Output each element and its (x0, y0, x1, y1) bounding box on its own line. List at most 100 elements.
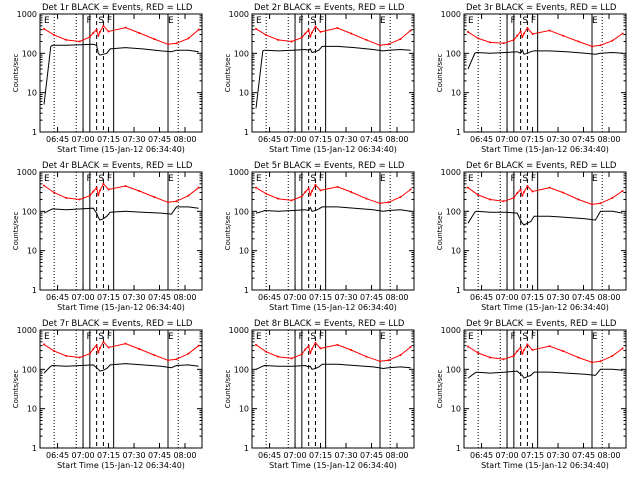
panel-8-x-tick-label: 07:00 (284, 451, 307, 460)
panel-5-series-lld-line (255, 184, 411, 204)
panel-8-series-lld-point (336, 343, 339, 346)
panel-6-series-lld-point (477, 194, 480, 197)
panel-5-series-lld-point (365, 197, 368, 200)
panel-5-series-lld-point (350, 191, 353, 194)
panel-3-y-axis-label: Counts/sec (436, 54, 444, 93)
panel-6-marker-label: E (592, 174, 598, 184)
panel-7-series-lld-point (175, 358, 178, 361)
panel-9-series-lld-point (611, 354, 614, 357)
panel-4-x-tick-label: 07:30 (122, 293, 145, 302)
panel-1-series-events-line (43, 43, 199, 105)
panel-5-series-lld-point (307, 187, 310, 190)
panel-6-x-tick-label: 06:45 (470, 293, 493, 302)
panel-7-x-tick-label: 07:15 (97, 451, 120, 460)
panel-4-series-lld-point (95, 186, 98, 189)
panel-8-series-lld-point (311, 347, 314, 350)
panel-5-series-events-line (255, 206, 411, 214)
panel-7-y-tick-label: 1000 (17, 326, 37, 335)
panel-6-series-lld-point (516, 192, 519, 195)
panel-3-x-tick-label: 08:00 (597, 135, 620, 144)
panel-4-series-lld-point (187, 194, 190, 197)
panel-3-x-tick-label: 07:30 (546, 135, 569, 144)
panel-1-series-lld-point (97, 34, 100, 37)
panel-6-y-axis-label: Counts/sec (436, 212, 444, 251)
panel-3-marker-label: F (510, 16, 515, 26)
panel-4: Det 4r BLACK = Events, RED = LLD 1 10 100 10… (12, 161, 203, 312)
panel-6-series-lld-point (577, 198, 580, 201)
panel-1-x-tick-label: 07:15 (97, 135, 120, 144)
panel-8-x-tick-label: 07:30 (334, 451, 357, 460)
panel-3-series-lld-point (477, 37, 480, 40)
panel-4-series-events-line (43, 206, 199, 221)
panel-5-series-lld-point (319, 189, 322, 192)
panel-7-series-lld-point (167, 359, 170, 362)
panel-4-series-lld-point (65, 196, 68, 199)
panel-2: Det 2r BLACK = Events, RED = LLD 1 10 100 10… (224, 3, 415, 154)
panel-6-series-lld-point (512, 196, 515, 199)
panel-9-marker-label: E (468, 332, 474, 342)
panel-9-series-lld-point (526, 343, 529, 346)
panel-4-frame (39, 171, 203, 291)
panel-7-series-lld-point (53, 350, 56, 353)
panel-7-y-tick-label: 100 (22, 365, 37, 374)
panel-2-series-lld-point (379, 44, 382, 47)
panel-2-series-lld-point (399, 38, 402, 41)
panel-8-series-lld-point (300, 353, 303, 356)
panel-7: Det 7r BLACK = Events, RED = LLD 1 10 100 10… (12, 319, 203, 470)
panel-7-y-tick-label: 10 (27, 405, 37, 414)
panel-8-x-tick-label: 08:00 (385, 451, 408, 460)
panel-8-series-lld-point (365, 355, 368, 358)
panel-4-series-lld-point (78, 198, 81, 201)
panel-5-x-tick-label: 07:45 (360, 293, 383, 302)
panel-2-title: Det 2r BLACK = Events, RED = LLD (254, 3, 405, 13)
panel-8-series-lld-point (399, 354, 402, 357)
panel-3-series-lld-point (548, 29, 551, 32)
panel-8-title: Det 8r BLACK = Events, RED = LLD (254, 319, 405, 329)
panel-8-y-tick-label: 1000 (229, 326, 249, 335)
panel-1-marker-label: E (44, 16, 50, 26)
panel-4-series-lld-point (88, 194, 91, 197)
panel-5-series-lld-point (311, 189, 314, 192)
panel-5-y-tick-label: 1 (244, 286, 249, 295)
panel-9-x-tick-label: 07:00 (496, 451, 519, 460)
panel-2-series-lld-line (255, 25, 411, 46)
panel-8-series-events-line (255, 363, 411, 370)
panel-7-marker-label: E (44, 332, 50, 342)
panel-2-y-tick-label: 10 (239, 89, 249, 98)
panel-7-x-tick-label: 07:00 (72, 451, 95, 460)
panel-5-series-lld-point (309, 194, 312, 197)
panel-5-y-tick-label: 100 (234, 207, 249, 216)
panel-4-series-lld-point (175, 200, 178, 203)
panel-6-series-lld-point (523, 191, 526, 194)
panel-2-series-lld-point (319, 30, 322, 33)
panel-1-y-tick-label: 10 (27, 89, 37, 98)
panel-4-x-axis-label: Start Time (15-Jan-12 06:34:40) (57, 303, 185, 312)
panel-5-x-tick-label: 08:00 (385, 293, 408, 302)
panel-7-title: Det 7r BLACK = Events, RED = LLD (42, 319, 193, 329)
panel-7-series-lld-point (95, 344, 98, 347)
panel-5-x-tick-label: 07:00 (284, 293, 307, 302)
panel-1-x-axis-label: Start Time (15-Jan-12 06:34:40) (57, 145, 185, 154)
panel-9-series-lld-point (502, 358, 505, 361)
panel-4-series-lld-line (43, 182, 199, 203)
panel-3-series-lld-point (562, 34, 565, 37)
panel-1-series-lld-point (197, 28, 200, 31)
panel-8-series-lld-point (290, 357, 293, 360)
panel-9-y-axis-label: Counts/sec (436, 370, 444, 409)
panel-1-series-lld-point (88, 36, 91, 39)
panel-1-x-tick-label: 07:30 (122, 135, 145, 144)
panel-4-x-tick-label: 08:00 (173, 293, 196, 302)
panel-8-series-lld-point (254, 343, 257, 346)
panel-9-y-tick-label: 100 (446, 365, 461, 374)
panel-2-series-lld-point (336, 27, 339, 30)
panel-3-series-lld-point (523, 32, 526, 35)
panel-7-series-lld-point (153, 354, 156, 357)
panel-7-series-lld-point (124, 342, 127, 345)
panel-5-marker-label: F (319, 174, 324, 184)
panel-1-y-tick-label: 100 (22, 49, 37, 58)
panel-1-marker-label: S (98, 16, 104, 26)
panel-3-marker-label: E (592, 16, 598, 26)
panel-4-x-tick-label: 07:15 (97, 293, 120, 302)
panel-3-title: Det 3r BLACK = Events, RED = LLD (466, 3, 617, 13)
